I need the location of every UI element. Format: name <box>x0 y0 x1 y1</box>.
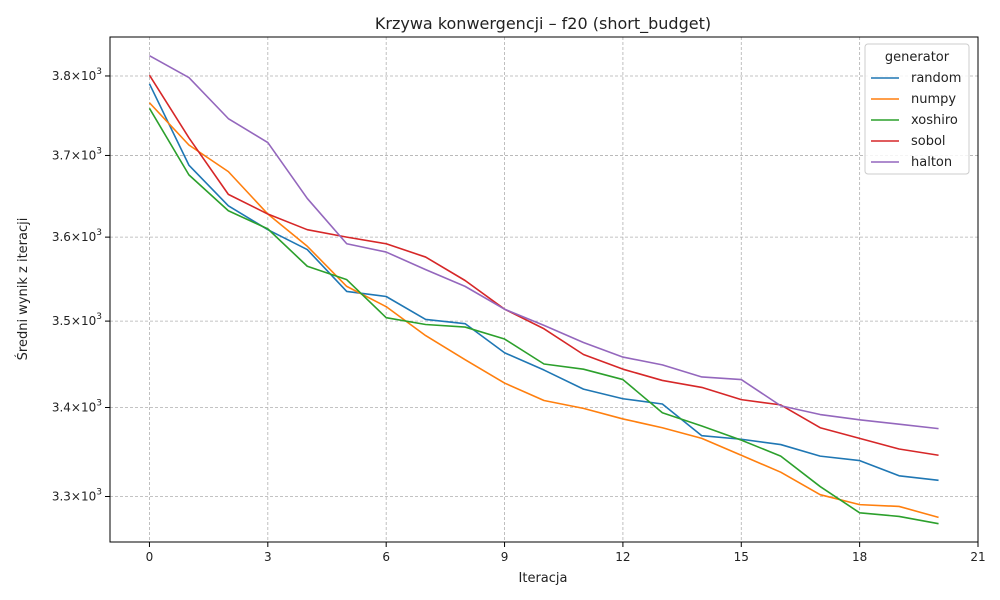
y-tick-label: 3.6×103 <box>52 228 102 244</box>
y-tick-mantissa: 3.4 <box>52 401 71 415</box>
y-tick-exponent: 3 <box>96 399 102 409</box>
series-line-numpy <box>148 102 939 519</box>
x-tick-label: 6 <box>382 550 390 564</box>
y-tick-base: 10 <box>81 314 96 328</box>
series-line-xoshiro <box>148 107 939 525</box>
x-tick-label: 0 <box>146 550 154 564</box>
legend-label: halton <box>911 155 952 170</box>
legend-item-xoshiro: xoshiro <box>871 113 958 128</box>
y-tick-mantissa: 3.6 <box>52 230 71 244</box>
y-tick-mantissa: 3.7 <box>52 148 71 162</box>
y-tick-base: 10 <box>81 69 96 83</box>
y-tick-base: 10 <box>81 148 96 162</box>
x-tick-label: 12 <box>615 550 630 564</box>
y-tick-label: 3.7×103 <box>52 146 102 162</box>
y-tick-label: 3.3×103 <box>52 487 102 503</box>
y-tick-times: × <box>71 401 81 415</box>
legend-item-numpy: numpy <box>871 92 956 107</box>
plot-frame <box>109 36 979 543</box>
y-tick-label: 3.5×103 <box>52 312 102 328</box>
y-axis: 3.3×1033.4×1033.5×1033.6×1033.7×1033.8×1… <box>52 67 110 503</box>
series-line-halton <box>149 54 939 430</box>
legend: generator random numpy xoshiro sobol halton <box>864 43 970 175</box>
y-tick-base: 10 <box>81 230 96 244</box>
legend-label: random <box>911 71 961 86</box>
legend-item-halton: halton <box>871 155 952 170</box>
y-tick-exponent: 3 <box>96 228 102 238</box>
series-line-random <box>148 83 939 482</box>
y-tick-times: × <box>71 489 81 503</box>
x-tick-label: 21 <box>970 550 985 564</box>
y-tick-times: × <box>71 230 81 244</box>
grid <box>110 37 979 542</box>
y-tick-exponent: 3 <box>96 67 102 77</box>
y-tick-exponent: 3 <box>96 487 102 497</box>
legend-item-random: random <box>871 71 961 86</box>
legend-item-sobol: sobol <box>871 134 946 149</box>
legend-label: xoshiro <box>911 113 958 128</box>
x-tick-label: 18 <box>852 550 867 564</box>
y-tick-times: × <box>71 69 81 83</box>
x-tick-label: 3 <box>264 550 272 564</box>
y-tick-mantissa: 3.3 <box>52 489 71 503</box>
y-tick-mantissa: 3.5 <box>52 314 71 328</box>
x-axis: 0 3 6 9 12 15 18 21 <box>146 542 986 564</box>
y-tick-label: 3.8×103 <box>52 67 102 83</box>
y-tick-label: 3.4×103 <box>52 399 102 415</box>
y-tick-mantissa: 3.8 <box>52 69 71 83</box>
x-axis-label: Iteracja <box>519 571 568 586</box>
legend-label: sobol <box>911 134 946 149</box>
series-line-sobol <box>148 74 939 457</box>
y-tick-times: × <box>71 314 81 328</box>
x-tick-label: 15 <box>734 550 749 564</box>
y-tick-base: 10 <box>81 401 96 415</box>
y-tick-times: × <box>71 148 81 162</box>
y-tick-base: 10 <box>81 489 96 503</box>
series-layer <box>148 54 939 525</box>
y-tick-exponent: 3 <box>96 146 102 156</box>
y-axis-label: Średni wynik z iteracji <box>15 218 31 361</box>
chart-title: Krzywa konwergencji – f20 (short_budget) <box>375 14 711 34</box>
x-tick-label: 9 <box>501 550 509 564</box>
legend-label: numpy <box>911 92 956 107</box>
legend-title: generator <box>885 50 950 65</box>
y-tick-exponent: 3 <box>96 312 102 322</box>
